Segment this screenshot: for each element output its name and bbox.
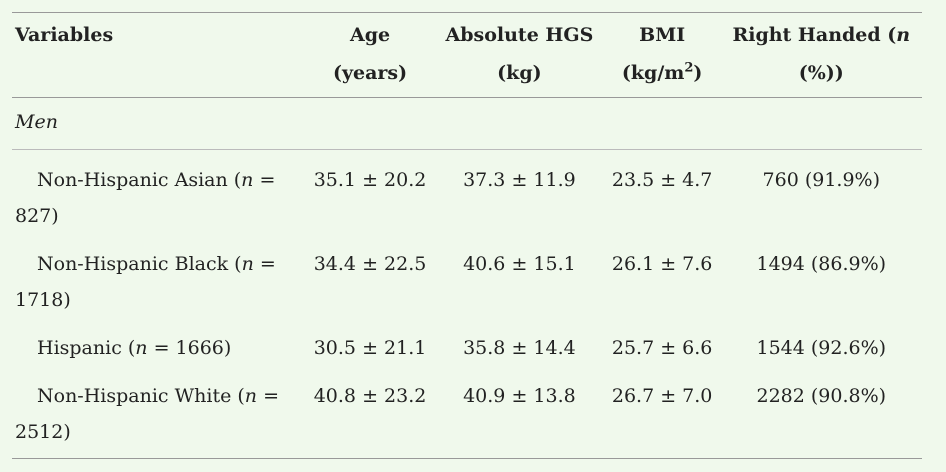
text-segment: Non-Hispanic Black ( <box>37 253 242 275</box>
text-segment: ) <box>693 62 703 84</box>
header-cell: Absolute HGS (kg) <box>435 13 604 98</box>
header-cell: Age (years) <box>305 13 435 98</box>
text-segment: (kg) <box>497 62 542 84</box>
text-segment: (%)) <box>798 62 844 84</box>
text-segment: = 1666) <box>147 337 232 359</box>
cell: 40.8 ± 23.2 <box>313 385 427 407</box>
header-cell: Variables <box>12 13 305 98</box>
cell: 26.7 ± 7.0 <box>611 385 713 407</box>
cell: 34.4 ± 22.5 <box>313 253 427 275</box>
cell: 23.5 ± 4.7 <box>611 169 713 191</box>
text-segment: n <box>896 24 911 46</box>
section-row: Men <box>12 98 922 150</box>
table-body: Men Non-Hispanic Asian (n = 827) 35.1 ± 20… <box>12 98 922 459</box>
header-row: Variables Age (years) Absolute HGS (kg) BMI (k… <box>12 12 922 98</box>
text-segment: n <box>241 253 254 275</box>
section-label: Men <box>15 111 58 133</box>
cell: 25.7 ± 6.6 <box>611 337 713 359</box>
data-row: Non-Hispanic Black (n = 1718) 34.4 ± 22.5… <box>12 234 922 318</box>
text-segment: Variables <box>15 24 114 46</box>
text-segment: 2 <box>684 60 694 76</box>
text-segment: = 1718) <box>15 253 276 311</box>
text-segment: Non-Hispanic Asian ( <box>37 169 242 191</box>
text-segment: n <box>135 337 148 359</box>
cell: 35.1 ± 20.2 <box>313 169 427 191</box>
row-label: Non-Hispanic Asian (n = 827) <box>12 150 305 235</box>
text-segment: (years) <box>332 62 408 84</box>
text-segment: BMI <box>639 24 686 46</box>
text-segment: Hispanic ( <box>37 337 136 359</box>
cell: 37.3 ± 11.9 <box>463 169 576 191</box>
cell: 40.6 ± 15.1 <box>463 253 576 275</box>
text-segment: Age <box>349 24 391 46</box>
row-label: Non-Hispanic White (n = 2512) <box>12 366 305 459</box>
text-segment: n <box>241 169 254 191</box>
data-row: Non-Hispanic White (n = 2512) 40.8 ± 23.2… <box>12 366 922 459</box>
data-row: Hispanic (n = 1666) 30.5 ± 21.1 35.8 ± 14.… <box>12 318 922 366</box>
row-label: Hispanic (n = 1666) <box>12 318 305 366</box>
cell: 35.8 ± 14.4 <box>463 337 576 359</box>
cell: 760 (91.9%) <box>762 169 881 191</box>
text-segment: = 2512) <box>15 385 279 443</box>
header-cell: BMI (kg/m2) <box>604 13 721 98</box>
text-segment: n <box>244 385 258 407</box>
text-segment: (kg/m <box>621 62 685 84</box>
data-row: Non-Hispanic Asian (n = 827) 35.1 ± 20.2 3… <box>12 150 922 235</box>
header-cell: Right Handed (n (%)) <box>721 13 922 98</box>
table-header: Variables Age (years) Absolute HGS (kg) BMI (k… <box>12 12 922 98</box>
row-label: Non-Hispanic Black (n = 1718) <box>12 234 305 318</box>
cell: 26.1 ± 7.6 <box>611 253 713 275</box>
cell: 1544 (92.6%) <box>756 337 887 359</box>
cell: 30.5 ± 21.1 <box>313 337 427 359</box>
text-segment: Right Handed ( <box>732 24 897 46</box>
text-segment: = 827) <box>15 169 276 227</box>
cell: 1494 (86.9%) <box>756 253 887 275</box>
data-table: Variables Age (years) Absolute HGS (kg) BMI (k… <box>12 12 922 459</box>
text-segment: Non-Hispanic White ( <box>37 385 245 407</box>
cell: 40.9 ± 13.8 <box>463 385 576 407</box>
cell: 2282 (90.8%) <box>756 385 887 407</box>
text-segment: Absolute HGS <box>445 24 594 46</box>
